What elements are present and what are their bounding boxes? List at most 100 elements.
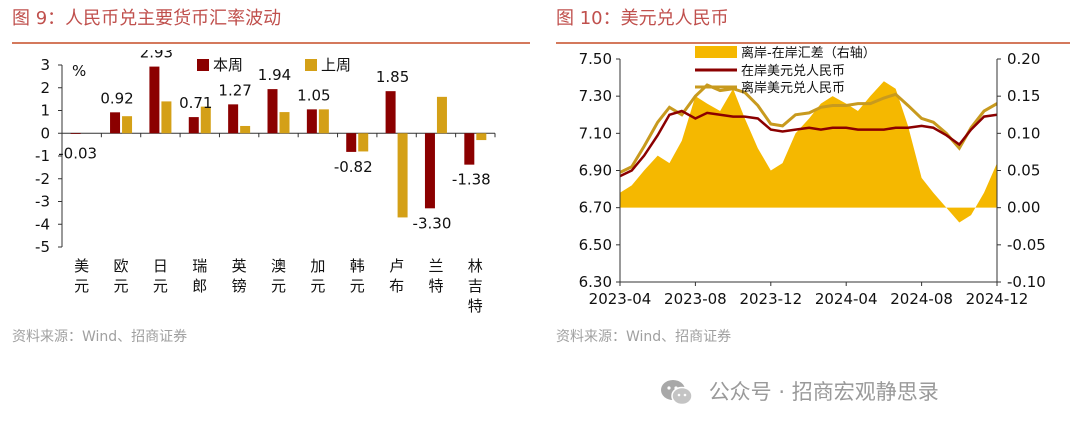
line-left-tick-label: 6.90 — [579, 162, 612, 180]
bar-category-label: 元 — [114, 277, 129, 295]
bar-data-label: -0.82 — [334, 158, 373, 176]
bar-data-label: 1.94 — [258, 66, 291, 84]
legend-label-spread: 离岸-在岸汇差（右轴） — [741, 45, 876, 61]
bar-category-label: 林 — [468, 257, 483, 275]
bar-data-label: -0.03 — [58, 144, 97, 162]
bar-last-week — [122, 116, 133, 134]
line-x-tick-label: 2023-12 — [739, 290, 802, 308]
bar-category-label: 特 — [468, 297, 483, 315]
bar-y-tick-label: -5 — [35, 238, 50, 256]
right-title-rule — [556, 42, 1070, 44]
bar-this-week — [385, 91, 396, 134]
bar-this-week — [267, 89, 278, 134]
bar-last-week — [476, 133, 487, 141]
usd-cny-line-chart: 7.50 7.30 7.10 6.90 6.70 6.50 6.30 0.20 0.15 0.10… — [579, 45, 1046, 308]
bar-y-tick-label: -2 — [35, 170, 50, 188]
legend-swatch-spread — [695, 46, 737, 58]
legend-label-offshore: 离岸美元兑人民币 — [741, 80, 845, 96]
watermark-text: 公众号 · 招商宏观静思录 — [708, 380, 939, 404]
bar-y-tick-label: 2 — [40, 79, 50, 97]
bar-this-week — [228, 104, 239, 134]
left-title-rule — [12, 42, 530, 44]
bar-unit-label: % — [72, 62, 86, 80]
bar-category-label: 布 — [389, 277, 404, 295]
line-right-tick-label: -0.05 — [1007, 236, 1046, 254]
line-left-tick-label: 7.10 — [579, 124, 612, 142]
line-x-tick-label: 2024-12 — [966, 290, 1029, 308]
bar-last-week — [279, 112, 290, 134]
bar-data-label: 0.92 — [100, 89, 133, 107]
bar-last-week — [358, 133, 369, 152]
bar-last-week — [240, 125, 251, 134]
line-right-tick-label: 0.20 — [1007, 50, 1040, 68]
line-right-tick-label: 0.05 — [1007, 162, 1040, 180]
bar-this-week — [149, 66, 160, 134]
bar-category-label: 英 — [232, 257, 247, 275]
watermark: 公众号 · 招商宏观静思录 — [660, 372, 1070, 412]
spread-area — [620, 81, 997, 223]
bar-category-label: 元 — [350, 277, 365, 295]
bar-data-label: 0.71 — [179, 94, 212, 112]
bar-category-label: 元 — [74, 277, 89, 295]
wechat-icon — [661, 380, 693, 406]
line-right-tick-label: 0.15 — [1007, 87, 1040, 105]
bar-legend-label: 本周 — [213, 56, 243, 74]
line-right-tick-label: -0.10 — [1007, 273, 1046, 291]
bar-category-label: 特 — [428, 277, 443, 295]
bar-category-label: 瑞 — [192, 257, 207, 275]
bar-category-label: 元 — [153, 277, 168, 295]
line-left-tick-label: 6.70 — [579, 199, 612, 217]
bar-y-tick-label: -3 — [35, 193, 50, 211]
bar-this-week — [424, 133, 435, 209]
bar-last-week — [161, 101, 172, 134]
bar-category-label: 韩 — [350, 257, 365, 275]
line-left-tick-label: 6.50 — [579, 236, 612, 254]
onshore-usdcny-line — [620, 109, 997, 178]
line-left-tick-label: 6.30 — [579, 273, 612, 291]
bar-category-label: 日 — [153, 257, 168, 275]
line-right-tick-label: 0.00 — [1007, 199, 1040, 217]
bar-legend-swatch — [305, 59, 317, 71]
legend-label-onshore: 在岸美元兑人民币 — [741, 64, 845, 79]
right-chart-source: 资料来源：Wind、招商证券 — [556, 329, 732, 345]
bar-y-tick-label: 0 — [40, 124, 50, 142]
bar-category-label: 欧 — [114, 257, 129, 275]
bar-data-label: 2.93 — [140, 50, 173, 62]
bar-data-label: -3.30 — [413, 214, 452, 232]
bar-category-label: 元 — [310, 277, 325, 295]
bar-data-label: 1.05 — [297, 86, 330, 104]
bar-data-label: 1.27 — [218, 81, 251, 99]
bar-legend-swatch — [197, 59, 209, 71]
bar-this-week — [346, 133, 357, 152]
left-chart-title: 图 9：人民币兑主要货币汇率波动 — [12, 8, 282, 29]
bar-last-week — [200, 106, 211, 134]
bar-this-week — [464, 133, 475, 165]
bar-this-week — [70, 133, 81, 134]
bar-category-label: 兰 — [428, 257, 443, 275]
bar-category-label: 镑 — [232, 277, 247, 295]
bar-category-label: 吉 — [468, 277, 483, 295]
line-x-tick-label: 2024-04 — [815, 290, 878, 308]
bar-this-week — [306, 109, 317, 134]
bar-data-label: -1.38 — [452, 171, 491, 189]
line-left-tick-label: 7.30 — [579, 87, 612, 105]
exchange-rate-bar-chart: 3 2 1 0 -1 -2 -3 -4 -5% -0.03 美元 0.92 欧元 2.93 日元 0.71 瑞郎… — [35, 50, 496, 315]
line-right-tick-label: 0.10 — [1007, 124, 1040, 142]
bar-category-label: 元 — [271, 277, 286, 295]
line-x-tick-label: 2024-08 — [890, 290, 953, 308]
bar-last-week — [397, 133, 408, 218]
bar-y-tick-label: -4 — [35, 215, 50, 233]
bar-category-label: 郎 — [192, 277, 207, 295]
bar-this-week — [110, 112, 121, 134]
bar-data-label: 1.85 — [376, 68, 409, 86]
bar-y-tick-label: -1 — [35, 147, 50, 165]
bar-category-label: 美 — [74, 257, 89, 275]
bar-y-tick-label: 3 — [40, 56, 50, 74]
bar-category-label: 澳 — [271, 257, 286, 275]
bar-last-week — [436, 96, 447, 134]
line-x-tick-label: 2023-04 — [589, 290, 652, 308]
bar-this-week — [188, 117, 199, 134]
bar-category-label: 卢 — [389, 257, 404, 275]
bar-last-week — [318, 109, 329, 134]
bar-category-label: 加 — [310, 257, 325, 275]
